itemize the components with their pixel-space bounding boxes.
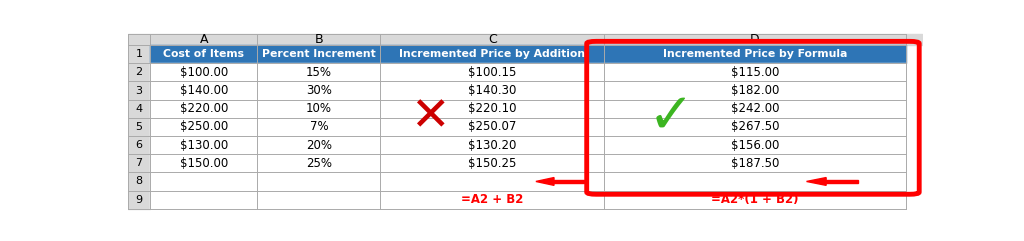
Text: 2: 2 [135, 67, 142, 77]
Text: 4: 4 [135, 104, 142, 114]
Text: D: D [751, 33, 760, 46]
Text: $267.50: $267.50 [731, 120, 779, 134]
Text: 9: 9 [135, 195, 142, 205]
Text: ✕: ✕ [410, 95, 450, 140]
Text: =A2 + B2: =A2 + B2 [461, 193, 523, 206]
Text: $182.00: $182.00 [731, 84, 779, 97]
Polygon shape [554, 180, 584, 183]
Text: $130.00: $130.00 [179, 139, 228, 152]
Text: Incremented Price by Formula: Incremented Price by Formula [663, 49, 847, 59]
Polygon shape [807, 178, 826, 185]
Text: 1: 1 [135, 49, 142, 59]
Text: Percent Increment: Percent Increment [262, 49, 376, 59]
Text: $250.07: $250.07 [468, 120, 516, 134]
Text: 25%: 25% [306, 157, 332, 170]
Text: 8: 8 [135, 176, 142, 187]
Text: 7%: 7% [309, 120, 328, 134]
Text: $220.00: $220.00 [179, 102, 228, 115]
Text: Cost of Items: Cost of Items [163, 49, 245, 59]
Text: $250.00: $250.00 [179, 120, 228, 134]
Text: $150.25: $150.25 [468, 157, 516, 170]
Text: 3: 3 [135, 86, 142, 95]
Text: $220.10: $220.10 [468, 102, 516, 115]
Text: =A2*(1 + B2): =A2*(1 + B2) [712, 193, 799, 206]
Polygon shape [826, 180, 858, 183]
Text: A: A [200, 33, 208, 46]
Text: 30%: 30% [306, 84, 332, 97]
Text: 20%: 20% [306, 139, 332, 152]
Text: Incremented Price by Addition: Incremented Price by Addition [399, 49, 586, 59]
Text: 6: 6 [135, 140, 142, 150]
Text: $130.20: $130.20 [468, 139, 516, 152]
Text: $140.00: $140.00 [179, 84, 228, 97]
Text: $115.00: $115.00 [731, 66, 779, 79]
Text: $242.00: $242.00 [731, 102, 779, 115]
Text: $100.00: $100.00 [179, 66, 228, 79]
Text: $150.00: $150.00 [179, 157, 228, 170]
Text: $100.15: $100.15 [468, 66, 516, 79]
Polygon shape [536, 178, 554, 185]
Text: 15%: 15% [306, 66, 332, 79]
Text: 5: 5 [135, 122, 142, 132]
Text: 7: 7 [135, 158, 142, 168]
Text: C: C [487, 33, 497, 46]
Text: ✓: ✓ [647, 91, 693, 145]
Text: B: B [314, 33, 324, 46]
Text: $187.50: $187.50 [731, 157, 779, 170]
Text: $156.00: $156.00 [731, 139, 779, 152]
Text: $140.30: $140.30 [468, 84, 516, 97]
Text: 10%: 10% [306, 102, 332, 115]
